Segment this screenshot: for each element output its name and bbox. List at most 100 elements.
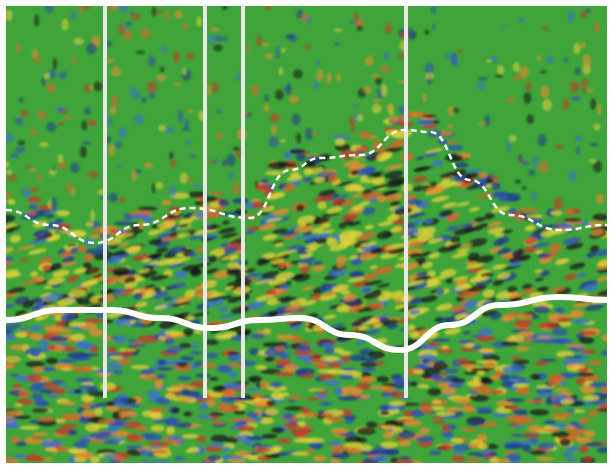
texture-blob xyxy=(451,55,458,66)
texture-blob xyxy=(71,334,85,341)
texture-blob xyxy=(590,143,598,147)
texture-blob xyxy=(126,22,132,26)
texture-blob xyxy=(395,437,405,441)
texture-blob xyxy=(119,411,138,417)
texture-blob xyxy=(56,321,67,327)
texture-blob xyxy=(420,427,430,434)
texture-blob xyxy=(155,380,164,384)
texture-blob xyxy=(29,386,42,392)
texture-blob xyxy=(33,57,42,63)
texture-blob xyxy=(150,409,161,413)
texture-blob xyxy=(110,106,117,114)
texture-blob xyxy=(57,107,66,112)
texture-blob xyxy=(583,390,591,393)
texture-blob xyxy=(505,398,524,402)
texture-blob xyxy=(363,86,371,93)
texture-blob xyxy=(433,362,448,370)
texture-blob xyxy=(339,375,354,380)
texture-blob xyxy=(600,350,610,355)
texture-blob xyxy=(155,397,170,405)
texture-blob xyxy=(451,438,464,444)
texture-blob xyxy=(94,82,103,92)
texture-blob xyxy=(38,210,52,213)
texture-blob xyxy=(555,388,569,391)
texture-blob xyxy=(71,11,76,20)
texture-blob xyxy=(425,73,434,80)
texture-blob xyxy=(114,141,122,149)
texture-blob xyxy=(501,381,514,387)
texture-blob xyxy=(381,84,387,97)
texture-blob xyxy=(355,147,367,151)
texture-blob xyxy=(289,149,305,154)
texture-blob xyxy=(296,154,307,161)
texture-blob xyxy=(328,417,343,422)
texture-blob xyxy=(81,410,96,418)
texture-blob xyxy=(570,80,576,93)
texture-blob xyxy=(432,24,436,31)
texture-blob xyxy=(507,140,511,153)
texture-blob xyxy=(37,417,56,422)
texture-blob xyxy=(582,86,586,94)
texture-blob xyxy=(265,171,283,175)
texture-blob xyxy=(476,335,495,341)
texture-blob xyxy=(597,447,611,453)
texture-blob xyxy=(463,331,471,334)
texture-blob xyxy=(169,152,174,160)
texture-blob xyxy=(10,436,21,443)
texture-blob xyxy=(574,135,582,142)
texture-blob xyxy=(67,352,87,359)
texture-blob xyxy=(5,356,21,363)
texture-blob xyxy=(538,393,553,397)
texture-blob xyxy=(33,367,44,373)
texture-blob xyxy=(233,198,249,204)
texture-blob xyxy=(564,218,582,222)
texture-blob xyxy=(46,122,56,131)
texture-blob xyxy=(316,361,326,368)
texture-blob xyxy=(508,423,520,426)
texture-blob xyxy=(15,118,24,126)
texture-blob xyxy=(485,178,493,184)
texture-blob xyxy=(88,119,97,126)
texture-blob xyxy=(451,378,465,383)
texture-blob xyxy=(531,190,536,202)
texture-blob xyxy=(523,433,541,437)
texture-blob xyxy=(580,42,585,49)
texture-blob xyxy=(247,412,259,418)
texture-blob xyxy=(422,93,426,103)
texture-blob xyxy=(356,437,367,443)
texture-blob xyxy=(113,370,123,375)
texture-blob xyxy=(563,98,569,110)
texture-blob xyxy=(61,368,73,371)
texture-blob xyxy=(46,358,58,365)
texture-blob xyxy=(298,421,306,427)
texture-blob xyxy=(107,362,121,369)
texture-blob xyxy=(507,193,521,200)
texture-blob xyxy=(454,450,465,455)
texture-blob xyxy=(38,401,50,406)
texture-blob xyxy=(264,350,279,357)
texture-blob xyxy=(429,450,441,455)
texture-blob xyxy=(597,408,610,411)
texture-blob xyxy=(575,67,581,75)
texture-blob xyxy=(70,162,80,173)
texture-blob xyxy=(445,154,462,162)
texture-blob xyxy=(178,384,187,389)
texture-blob xyxy=(527,425,543,432)
texture-blob xyxy=(116,165,122,168)
texture-blob xyxy=(597,103,601,115)
texture-blob xyxy=(482,389,493,395)
texture-blob xyxy=(221,447,231,451)
texture-blob xyxy=(233,147,241,152)
texture-blob xyxy=(552,328,568,336)
texture-blob xyxy=(42,440,56,448)
texture-blob xyxy=(178,362,187,366)
texture-blob xyxy=(233,410,245,414)
texture-blob xyxy=(128,339,139,342)
texture-blob xyxy=(405,420,422,427)
texture-blob xyxy=(579,446,589,454)
texture-blob xyxy=(24,454,41,460)
texture-blob xyxy=(279,392,289,396)
texture-blob xyxy=(588,410,599,416)
texture-blob xyxy=(231,405,239,410)
texture-blob xyxy=(477,371,485,376)
